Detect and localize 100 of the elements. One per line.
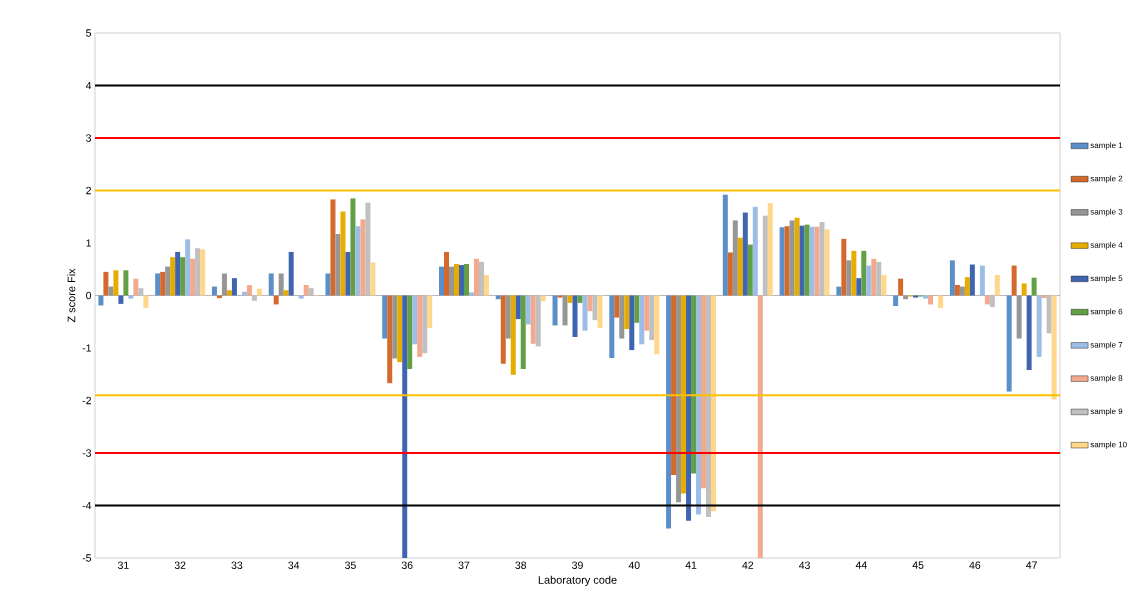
bar xyxy=(893,295,899,306)
bar xyxy=(592,295,598,321)
bar xyxy=(241,291,247,296)
x-tick-label: 32 xyxy=(174,561,186,569)
bar xyxy=(809,226,815,296)
x-tick-label: 39 xyxy=(572,561,583,569)
x-tick-label: 42 xyxy=(742,561,754,569)
y-tick-label: -2 xyxy=(82,396,91,405)
bar xyxy=(520,295,526,369)
bar xyxy=(676,295,682,503)
bar xyxy=(851,250,857,296)
bar xyxy=(804,224,810,296)
bar xyxy=(221,273,227,296)
bar xyxy=(325,273,331,296)
bar xyxy=(861,250,867,296)
bar xyxy=(552,295,558,326)
bar xyxy=(185,239,191,296)
x-tick-label: 40 xyxy=(628,561,640,569)
bar xyxy=(696,295,702,515)
bar xyxy=(505,295,511,339)
bar xyxy=(200,249,206,296)
bar xyxy=(686,295,692,521)
bar xyxy=(330,199,336,296)
bar xyxy=(691,295,697,474)
bar xyxy=(762,215,768,296)
bar xyxy=(133,278,139,296)
bar xyxy=(866,265,872,296)
bar xyxy=(1011,265,1017,296)
bar xyxy=(444,251,449,296)
bar xyxy=(458,265,464,296)
y-tick-label: 0 xyxy=(86,291,92,300)
bar xyxy=(1046,295,1052,334)
x-tick-label: 45 xyxy=(912,561,924,569)
bar xyxy=(251,295,257,301)
bar xyxy=(427,295,433,329)
bar xyxy=(1026,295,1032,371)
bar xyxy=(614,295,620,318)
bar xyxy=(246,285,252,296)
bar xyxy=(841,238,847,296)
bar xyxy=(138,288,144,296)
bar xyxy=(757,295,763,558)
bar xyxy=(619,295,625,339)
bar xyxy=(397,295,403,363)
x-tick-label: 43 xyxy=(798,561,810,569)
bar xyxy=(789,220,795,296)
y-tick-label: 1 xyxy=(86,239,91,247)
bar xyxy=(402,295,408,558)
bar xyxy=(898,278,904,296)
bar xyxy=(701,295,707,489)
bar xyxy=(799,225,805,296)
bar xyxy=(463,264,469,296)
bar xyxy=(195,248,201,296)
bar xyxy=(298,295,304,299)
x-tick-label: 41 xyxy=(685,561,697,569)
bar xyxy=(231,278,237,296)
bar xyxy=(439,266,444,296)
bar xyxy=(190,258,196,296)
bar xyxy=(515,295,521,320)
bar xyxy=(387,295,393,384)
bar xyxy=(876,261,882,296)
bar xyxy=(160,271,166,296)
bar xyxy=(1016,295,1022,339)
bar xyxy=(597,295,603,329)
bar xyxy=(123,270,129,296)
bar xyxy=(881,275,887,296)
x-tick-label: 36 xyxy=(401,561,413,569)
bar xyxy=(794,217,800,296)
bar xyxy=(483,275,489,296)
bar xyxy=(959,286,965,296)
bar xyxy=(752,206,758,296)
bar xyxy=(814,226,820,296)
bar xyxy=(422,295,428,354)
bar xyxy=(666,295,672,529)
bar xyxy=(268,273,274,296)
bar xyxy=(1036,295,1042,357)
bar xyxy=(938,295,944,309)
bar xyxy=(856,278,862,296)
bar xyxy=(370,262,376,296)
bar xyxy=(994,275,1000,296)
bar xyxy=(779,227,785,296)
bar xyxy=(500,295,506,364)
bar xyxy=(1006,295,1012,392)
y-tick-label: 3 xyxy=(86,134,92,142)
bar xyxy=(577,295,583,303)
bar xyxy=(572,295,578,337)
bar xyxy=(747,244,753,296)
bar xyxy=(530,295,536,344)
bar xyxy=(949,260,955,296)
bar xyxy=(175,251,181,296)
bar xyxy=(525,295,531,325)
x-axis-title: Laboratory code xyxy=(538,575,617,586)
y-tick-label: 5 xyxy=(86,29,92,37)
x-tick-label: 35 xyxy=(345,561,356,569)
bar xyxy=(392,295,398,359)
bar xyxy=(335,234,341,296)
bar xyxy=(453,264,459,296)
bar xyxy=(478,261,484,296)
x-tick-label: 37 xyxy=(458,561,470,569)
x-tick-label: 34 xyxy=(288,561,300,569)
y-tick-label: 2 xyxy=(86,186,91,195)
